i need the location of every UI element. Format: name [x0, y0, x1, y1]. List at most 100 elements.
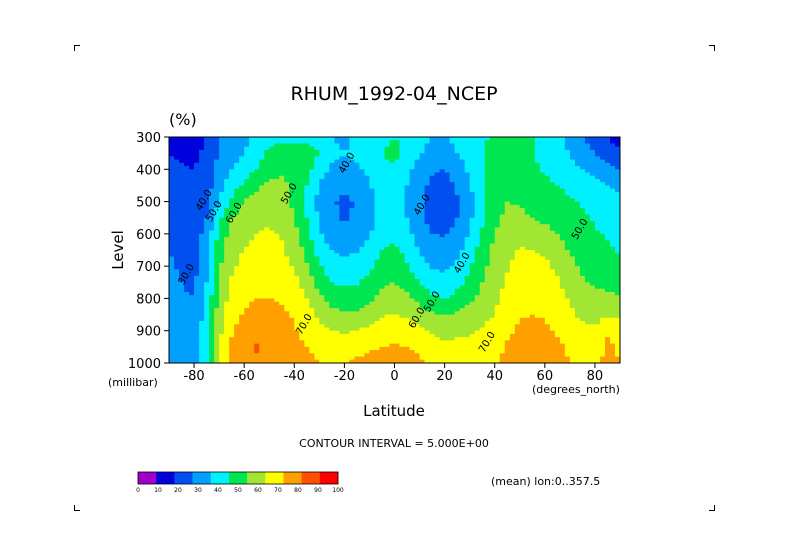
heatmap-cell	[419, 288, 426, 293]
heatmap-cell	[614, 250, 620, 254]
heatmap-cell	[499, 214, 506, 219]
heatmap-cell	[219, 146, 225, 151]
heatmap-cell	[319, 191, 325, 196]
heatmap-cell	[434, 188, 441, 193]
heatmap-cell	[409, 201, 416, 206]
heatmap-cell	[429, 140, 436, 145]
heatmap-cell	[199, 301, 205, 306]
heatmap-cell	[284, 217, 290, 222]
heatmap-cell	[329, 275, 335, 280]
heatmap-cell	[224, 217, 230, 222]
heatmap-cell	[579, 211, 586, 216]
heatmap-cell	[374, 198, 381, 203]
heatmap-cell	[339, 240, 345, 245]
heatmap-cell	[504, 204, 511, 209]
heatmap-cell	[374, 269, 381, 274]
heatmap-cell	[514, 220, 521, 225]
heatmap-cell	[369, 143, 376, 148]
heatmap-cell	[474, 166, 481, 170]
heatmap-cell	[194, 162, 200, 167]
heatmap-cell	[294, 256, 300, 261]
heatmap-cell	[394, 240, 401, 245]
heatmap-cell	[599, 149, 606, 154]
heatmap-cell	[589, 140, 596, 145]
heatmap-cell	[604, 162, 611, 167]
heatmap-cell	[549, 227, 556, 232]
heatmap-cell	[264, 298, 270, 303]
heatmap-cell	[199, 295, 205, 300]
heatmap-cell	[294, 137, 300, 141]
heatmap-cell	[169, 279, 175, 283]
heatmap-cell	[289, 314, 295, 319]
heatmap-cell	[319, 288, 325, 293]
heatmap-cell	[564, 288, 571, 293]
heatmap-cell	[349, 288, 356, 293]
heatmap-cell	[569, 143, 576, 148]
heatmap-cell	[379, 246, 386, 251]
heatmap-cell	[329, 269, 335, 274]
heatmap-cell	[224, 301, 230, 306]
heatmap-cell	[264, 262, 270, 267]
heatmap-cell	[549, 256, 556, 261]
heatmap-cell	[549, 143, 556, 148]
heatmap-cell	[564, 146, 571, 151]
heatmap-cell	[444, 149, 451, 154]
heatmap-cell	[524, 279, 531, 283]
heatmap-cell	[449, 259, 456, 264]
heatmap-cell	[354, 291, 361, 296]
heatmap-cell	[314, 137, 320, 141]
heatmap-cell	[614, 259, 620, 264]
heatmap-cell	[299, 191, 305, 196]
heatmap-cell	[199, 233, 205, 238]
heatmap-cell	[554, 166, 561, 170]
heatmap-cell	[359, 275, 366, 280]
heatmap-cell	[379, 217, 386, 222]
heatmap-cell	[289, 256, 295, 261]
heatmap-cell	[269, 246, 275, 251]
heatmap-cell	[579, 279, 586, 283]
heatmap-cell	[224, 237, 230, 241]
heatmap-cell	[424, 279, 431, 283]
heatmap-cell	[404, 269, 411, 274]
heatmap-cell	[509, 295, 516, 300]
heatmap-cell	[249, 217, 255, 222]
heatmap-cell	[289, 217, 295, 222]
heatmap-cell	[444, 224, 451, 228]
heatmap-cell	[259, 275, 265, 280]
heatmap-cell	[249, 178, 255, 183]
heatmap-cell	[399, 185, 406, 190]
heatmap-cell	[249, 272, 255, 277]
heatmap-cell	[509, 220, 516, 225]
heatmap-cell	[479, 308, 486, 312]
heatmap-cell	[509, 259, 516, 264]
heatmap-cell	[539, 162, 546, 167]
heatmap-cell	[394, 201, 401, 206]
heatmap-cell	[609, 143, 616, 148]
heatmap-cell	[449, 143, 456, 148]
heatmap-cell	[524, 256, 531, 261]
heatmap-cell	[299, 227, 305, 232]
heatmap-cell	[614, 162, 620, 167]
heatmap-cell	[449, 204, 456, 209]
heatmap-cell	[369, 169, 376, 174]
heatmap-cell	[614, 266, 620, 270]
heatmap-cell	[349, 188, 356, 193]
heatmap-cell	[344, 156, 350, 161]
heatmap-cell	[299, 166, 305, 170]
heatmap-cell	[529, 182, 536, 187]
heatmap-cell	[294, 195, 300, 199]
heatmap-cell	[454, 214, 461, 219]
heatmap-cell	[284, 285, 290, 290]
heatmap-cell	[524, 146, 531, 151]
heatmap-cell	[309, 172, 315, 177]
heatmap-cell	[579, 146, 586, 151]
heatmap-cell	[319, 220, 325, 225]
heatmap-cell	[369, 269, 376, 274]
heatmap-cell	[489, 285, 496, 290]
heatmap-cell	[444, 253, 451, 258]
heatmap-cell	[204, 153, 210, 157]
heatmap-cell	[394, 185, 401, 190]
heatmap-cell	[354, 146, 361, 151]
heatmap-cell	[399, 259, 406, 264]
heatmap-cell	[534, 185, 541, 190]
